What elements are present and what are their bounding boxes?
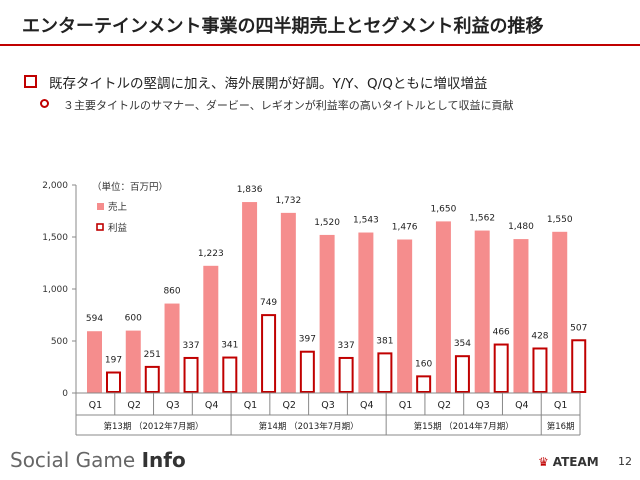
profit-value-label: 466 [493, 328, 510, 338]
legend-sales-label: 売上 [108, 201, 128, 213]
title-divider [0, 44, 640, 46]
bullet-sub-text: ３主要タイトルのサマナー、ダービー、レギオンが利益率の高いタイトルとして収益に貢… [63, 99, 514, 112]
profit-value-label: 197 [105, 356, 122, 366]
period-label: 第16期 [547, 421, 575, 432]
sales-bar [397, 239, 413, 393]
brand-watermark: Social Game Info [10, 448, 186, 472]
sales-value-label: 1,650 [431, 204, 457, 214]
category-label: Q1 [554, 400, 568, 411]
sales-value-label: 1,562 [469, 214, 495, 224]
category-label: Q1 [89, 400, 103, 411]
sales-bar [513, 239, 529, 393]
sales-value-label: 860 [163, 287, 180, 297]
sales-value-label: 1,223 [198, 249, 224, 259]
sales-value-label: 600 [125, 314, 142, 324]
profit-bar [338, 356, 354, 393]
y-tick-label: 500 [51, 337, 68, 347]
profit-bar [261, 314, 277, 394]
profit-bar [144, 365, 160, 393]
period-label: 第15期 （2014年7月期） [414, 421, 514, 432]
category-label: Q2 [127, 400, 141, 411]
slide-title: エンターテインメント事業の四半期売上とセグメント利益の推移 [22, 16, 544, 37]
profit-bar [416, 375, 432, 393]
logo-text: ATEAM [552, 455, 599, 469]
crown-icon: ♛ [538, 455, 549, 469]
sales-value-label: 1,550 [547, 215, 573, 225]
sales-bar [319, 234, 335, 393]
sales-bar [242, 202, 258, 393]
sales-bar [164, 303, 180, 393]
bullet-sub: ３主要タイトルのサマナー、ダービー、レギオンが利益率の高いタイトルとして収益に貢… [40, 97, 513, 113]
sales-value-label: 1,543 [353, 216, 379, 226]
category-label: Q3 [321, 400, 335, 411]
profit-bar [532, 347, 548, 394]
sales-value-label: 1,836 [237, 185, 263, 195]
profit-bar [571, 339, 587, 394]
sales-value-label: 1,480 [508, 222, 534, 232]
legend-sales-swatch [97, 203, 104, 210]
bullet-main-text: 既存タイトルの堅調に加え、海外展開が好調。Y/Y、Q/Qともに増収増益 [49, 76, 488, 92]
legend-profit-label: 利益 [108, 222, 128, 234]
sales-bar [280, 212, 296, 393]
sales-bar [358, 232, 374, 393]
circle-bullet-icon [40, 99, 49, 108]
profit-bar [454, 355, 470, 393]
profit-value-label: 749 [260, 298, 277, 308]
square-bullet-icon [24, 75, 37, 88]
sales-bar [552, 231, 568, 393]
unit-label: （単位：百万円） [92, 181, 168, 193]
sales-bar [87, 331, 102, 393]
profit-bar [183, 356, 199, 393]
category-label: Q1 [399, 400, 413, 411]
category-label: Q4 [360, 400, 374, 411]
period-label: 第14期 （2013年7月期） [259, 421, 359, 432]
profit-value-label: 251 [144, 350, 161, 360]
profit-bar [106, 371, 121, 393]
sales-value-label: 1,732 [275, 196, 301, 206]
sales-bar [203, 265, 219, 393]
profit-value-label: 354 [454, 339, 471, 349]
profit-bar [222, 356, 238, 394]
category-label: Q3 [476, 400, 490, 411]
company-logo: ♛ ATEAM [538, 455, 599, 469]
profit-value-label: 337 [182, 341, 199, 351]
category-label: Q4 [515, 400, 529, 411]
page-number: 12 [618, 455, 632, 468]
category-label: Q3 [166, 400, 180, 411]
y-tick-label: 0 [62, 389, 68, 399]
bullet-main: 既存タイトルの堅調に加え、海外展開が好調。Y/Y、Q/Qともに増収増益 [24, 72, 487, 92]
category-label: Q4 [205, 400, 219, 411]
profit-value-label: 381 [376, 336, 393, 346]
profit-bar [299, 350, 315, 394]
profit-value-label: 337 [338, 341, 355, 351]
category-label: Q2 [438, 400, 452, 411]
period-label: 第13期 （2012年7月期） [104, 421, 204, 432]
category-label: Q1 [244, 400, 258, 411]
category-label: Q2 [282, 400, 296, 411]
y-tick-label: 1,500 [42, 233, 68, 243]
profit-value-label: 397 [299, 335, 316, 345]
sales-value-label: 594 [86, 314, 103, 324]
profit-value-label: 428 [531, 331, 548, 341]
sales-value-label: 1,520 [314, 218, 340, 228]
sales-bar [435, 221, 451, 393]
profit-bar [377, 352, 393, 394]
legend-profit-swatch [96, 223, 104, 231]
sales-value-label: 1,476 [392, 222, 418, 232]
brand-text-2: Info [141, 448, 186, 472]
y-tick-label: 2,000 [42, 181, 68, 191]
y-tick-label: 1,000 [42, 285, 68, 295]
profit-value-label: 160 [415, 359, 432, 369]
profit-value-label: 507 [570, 323, 587, 333]
profit-bar [493, 343, 509, 394]
sales-bar [125, 330, 141, 393]
sales-bar [474, 230, 490, 393]
profit-value-label: 341 [221, 341, 238, 351]
brand-text-1: Social Game [10, 448, 142, 472]
